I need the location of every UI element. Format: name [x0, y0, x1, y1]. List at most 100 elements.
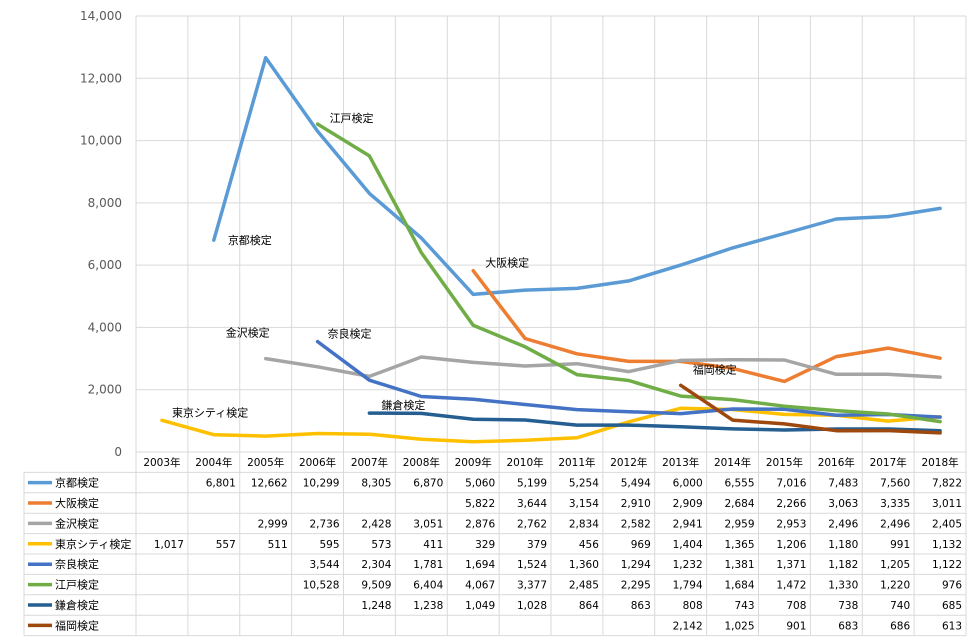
table-cell-value: 3,644 — [517, 498, 547, 510]
table-cell-value: 1,182 — [828, 559, 858, 571]
table-cell-value: 740 — [890, 600, 910, 612]
series-annotation: 奈良検定 — [328, 327, 372, 341]
table-cell-value: 2,999 — [258, 518, 288, 530]
table-cell-value: 6,801 — [206, 478, 236, 490]
y-tick-label: 10,000 — [80, 134, 122, 148]
legend-entry: 鎌倉検定 — [55, 598, 99, 612]
series-line — [263, 355, 942, 379]
y-tick-label: 14,000 — [80, 9, 122, 23]
table-cell-value: 1,232 — [673, 559, 703, 571]
y-tick-label: 4,000 — [88, 320, 122, 334]
x-tick-label: 2009年 — [455, 456, 492, 469]
table-cell-value: 1,205 — [880, 559, 910, 571]
table-cell-value: 969 — [631, 539, 651, 551]
y-axis-ticks: 0 2,000 4,000 6,000 8,000 10,000 12,000 14,000 — [80, 9, 122, 459]
table-cell-value: 3,063 — [828, 498, 858, 510]
table-cell-value: 3,544 — [309, 559, 339, 571]
x-tick-label: 2018年 — [921, 456, 958, 469]
table-cell-value: 5,822 — [465, 498, 495, 510]
legend-entry: 江戸検定 — [55, 578, 99, 592]
series-annotation: 大阪検定 — [485, 256, 529, 270]
table-cell-value: 1,404 — [673, 539, 703, 551]
table-cell-value: 743 — [734, 600, 754, 612]
table-cell-value: 2,405 — [932, 518, 962, 530]
table-cell-value: 708 — [786, 600, 806, 612]
table-cell-value: 1,220 — [880, 580, 910, 592]
y-tick-label: 12,000 — [80, 71, 122, 85]
table-cell-value: 8,305 — [361, 478, 391, 490]
table-cell-value: 2,266 — [776, 498, 806, 510]
y-tick-label: 0 — [114, 445, 122, 459]
table-cell-value: 3,377 — [517, 580, 547, 592]
y-tick-label: 2,000 — [88, 383, 122, 397]
x-tick-label: 2008年 — [403, 456, 440, 469]
series-annotation: 京都検定 — [228, 233, 272, 247]
series-annotation: 江戸検定 — [330, 111, 374, 125]
table-cell-value: 2,736 — [309, 518, 339, 530]
table-cell-value: 991 — [890, 539, 910, 551]
table-cell-value: 1,180 — [828, 539, 858, 551]
table-cell-value: 10,528 — [303, 580, 340, 592]
legend-entry: 東京シティ検定 — [55, 537, 131, 551]
table-cell-value: 2,582 — [621, 518, 651, 530]
table-cell-value: 10,299 — [303, 478, 340, 490]
table-cell-value: 2,910 — [621, 498, 651, 510]
series-line — [212, 55, 942, 297]
table-cell-value: 2,953 — [776, 518, 806, 530]
table-cell-value: 1,122 — [932, 559, 962, 571]
table-cell-value: 1,360 — [569, 559, 599, 571]
table-cell-value: 2,684 — [724, 498, 754, 510]
series-annotation: 福岡検定 — [693, 362, 737, 376]
table-cell-value: 12,662 — [251, 478, 288, 490]
table-cell-value: 1,330 — [828, 580, 858, 592]
series-line — [160, 406, 942, 444]
table-cell-value: 2,959 — [724, 518, 754, 530]
series-line — [471, 268, 942, 384]
data-table: 2003年 2004年 2005年 2006年 2007年 2008年 2009年 2010年… — [23, 451, 967, 637]
table-cell-value: 3,154 — [569, 498, 599, 510]
table-cell-value: 1,206 — [776, 539, 806, 551]
table-cell-value: 685 — [942, 600, 962, 612]
table-cell-value: 1,794 — [673, 580, 703, 592]
table-cell-value: 1,238 — [413, 600, 443, 612]
table-cell-value: 2,304 — [361, 559, 391, 571]
table-cell-value: 1,365 — [724, 539, 754, 551]
table-cell-value: 1,524 — [517, 559, 547, 571]
legend-entry: 京都検定 — [55, 476, 99, 490]
table-cell-value: 6,870 — [413, 478, 443, 490]
table-cell-value: 1,049 — [465, 600, 495, 612]
table-cell-value: 2,762 — [517, 518, 547, 530]
table-cell-value: 7,822 — [932, 478, 962, 490]
table-cell-value: 613 — [942, 620, 962, 632]
legend-entry: 奈良検定 — [55, 557, 99, 571]
table-cell-value: 6,000 — [673, 478, 703, 490]
x-tick-label: 2007年 — [351, 456, 388, 469]
table-cell-value: 557 — [216, 539, 236, 551]
table-cell-value: 2,834 — [569, 518, 599, 530]
table-cell-value: 1,694 — [465, 559, 495, 571]
y-tick-label: 6,000 — [88, 258, 122, 272]
table-cell-value: 5,254 — [569, 478, 599, 490]
table-cell-value: 6,555 — [724, 478, 754, 490]
table-cell-value: 2,496 — [880, 518, 910, 530]
y-tick-label: 8,000 — [88, 196, 122, 210]
table-cell-value: 5,494 — [621, 478, 651, 490]
table-cell-value: 3,051 — [413, 518, 443, 530]
table-cell-value: 3,335 — [880, 498, 910, 510]
x-tick-label: 2005年 — [247, 456, 284, 469]
table-cell-value: 7,560 — [880, 478, 910, 490]
table-cell-value: 863 — [631, 600, 651, 612]
table-cell-value: 2,485 — [569, 580, 599, 592]
table-cell-value: 1,017 — [154, 539, 184, 551]
series-lines — [160, 55, 942, 444]
table-cell-value: 2,941 — [673, 518, 703, 530]
x-tick-label: 2003年 — [143, 456, 180, 469]
table-cell-value: 686 — [890, 620, 910, 632]
x-tick-label: 2015年 — [766, 456, 803, 469]
table-cell-value: 6,404 — [413, 580, 443, 592]
table-cell-value: 4,067 — [465, 580, 495, 592]
table-cell-value: 595 — [319, 539, 339, 551]
table-cell-value: 9,509 — [361, 580, 391, 592]
table-cell-value: 2,496 — [828, 518, 858, 530]
